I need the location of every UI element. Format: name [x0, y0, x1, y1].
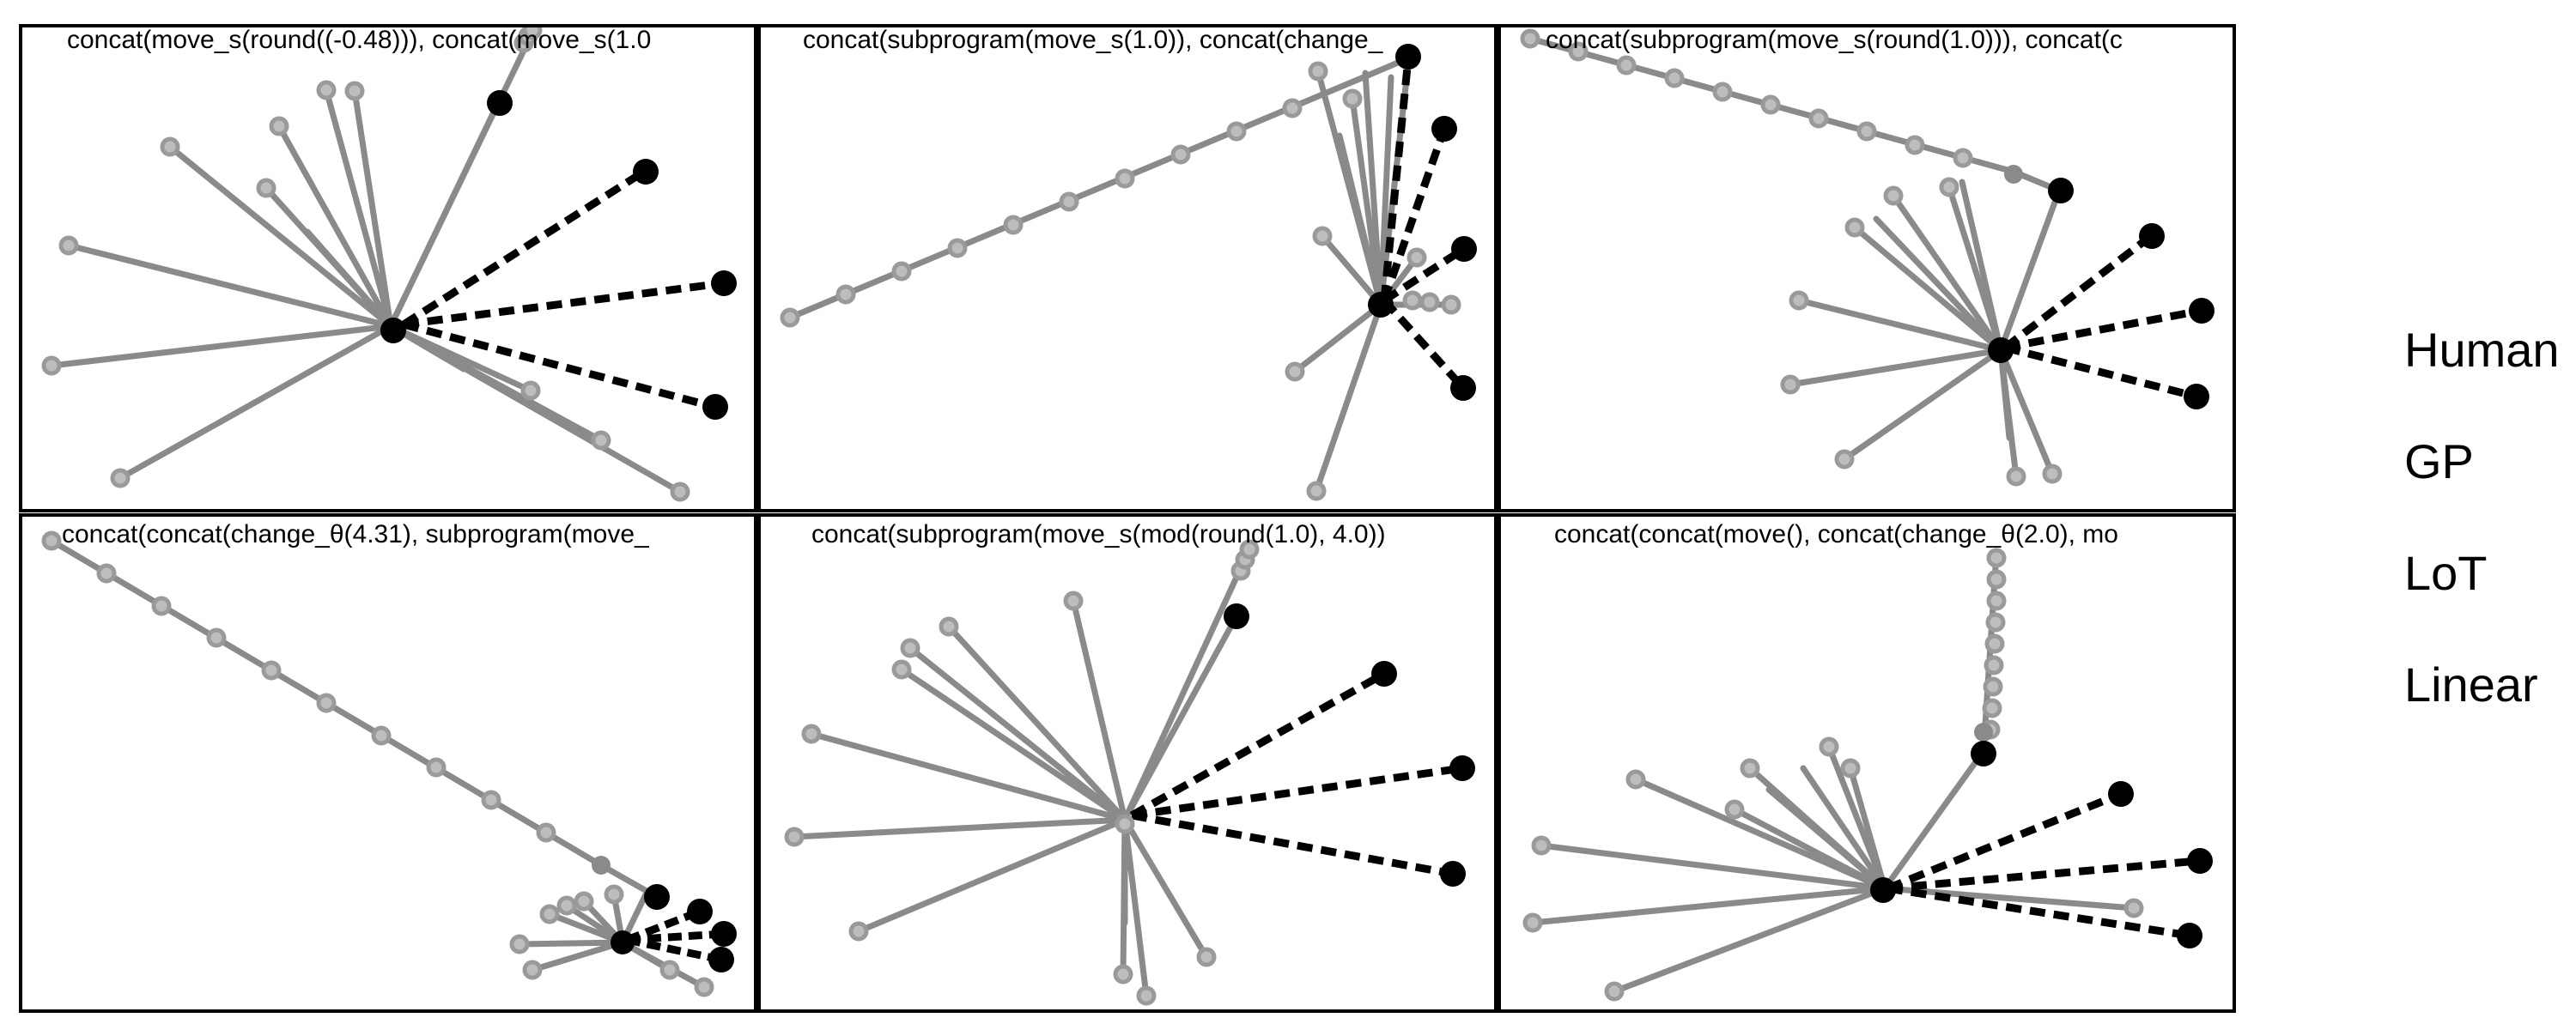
- panel-1-title: concat(move_s(round((-0.48))), concat(mo…: [67, 26, 651, 54]
- panel-4: [41, 530, 737, 997]
- legend-item-gp: GP: [2404, 434, 2474, 488]
- panel-6-title: concat(concat(move(), concat(change_θ(2.…: [1554, 520, 2118, 548]
- legend-item-linear: Linear: [2404, 657, 2538, 712]
- panel-2: [780, 44, 1477, 501]
- panel-4-title: concat(concat(change_θ(4.31), subprogram…: [62, 520, 650, 548]
- legend-item-human: Human: [2404, 323, 2560, 377]
- legend-item-lot: LoT: [2404, 546, 2488, 600]
- panel-3: [1520, 28, 2215, 487]
- panel-2-title: concat(subprogram(move_s(1.0)), concat(c…: [803, 26, 1384, 54]
- panel-1: [41, 26, 737, 502]
- panel-5-title: concat(subprogram(move_s(mod(round(1.0),…: [811, 520, 1386, 548]
- legend: Human GP LoT Linear: [2404, 318, 2560, 764]
- panel-frames: [19, 24, 2236, 1013]
- panel-6: [1522, 548, 2213, 1002]
- panel-5: [784, 539, 1475, 1006]
- panel-3-title: concat(subprogram(move_s(round(1.0))), c…: [1546, 26, 2123, 54]
